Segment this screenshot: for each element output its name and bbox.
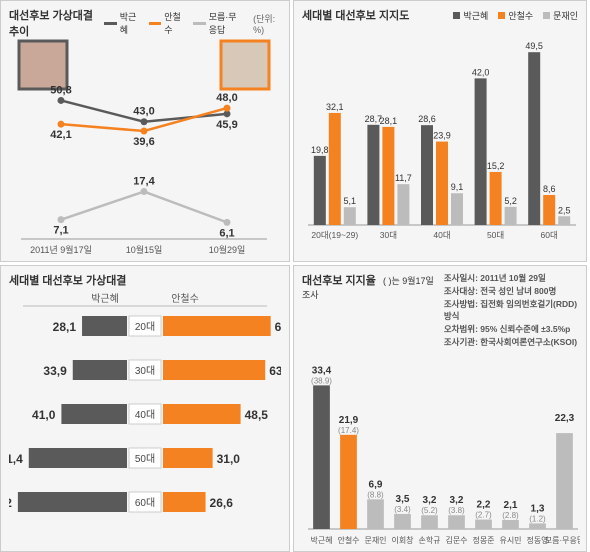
svg-text:문재인: 문재인 (364, 535, 386, 545)
svg-text:31,0: 31,0 (217, 452, 241, 466)
svg-text:40대: 40대 (433, 230, 450, 240)
svg-text:(3.4): (3.4) (394, 504, 411, 513)
line-chart: 50,8 43,0 45,9 42,1 39,6 48,0 7,1 17,4 6,1 2011년 … (9, 39, 279, 257)
svg-text:23,9: 23,9 (433, 131, 451, 141)
panel-trend: 대선후보 가상대결 추이 박근혜 안철수 모름·무응답 (단위: %) 50,8… (0, 0, 290, 262)
svg-text:50대: 50대 (487, 230, 504, 240)
title-text: 대선후보 지지율 (302, 275, 376, 287)
svg-text:17,4: 17,4 (133, 176, 155, 188)
svg-text:(2.7): (2.7) (475, 510, 492, 519)
svg-text:손학규: 손학규 (418, 535, 440, 545)
legend: 박근혜 안철수 모름·무응답 (단위: %) (104, 10, 281, 36)
svg-text:15,2: 15,2 (487, 161, 505, 171)
diverging-bar-chart: 박근혜 안철수 20대 28,1 67,3 30대 33,9 63,9 40대 41,0 48,5 5… (9, 288, 281, 546)
svg-text:30대: 30대 (135, 365, 155, 377)
svg-text:30대: 30대 (380, 230, 397, 240)
svg-text:19,8: 19,8 (311, 145, 329, 155)
svg-text:2011년 9월17일: 2011년 9월17일 (30, 244, 92, 255)
svg-text:5,2: 5,2 (504, 196, 517, 206)
panel-title: 대선후보 가상대결 추이 박근혜 안철수 모름·무응답 (단위: %) (9, 7, 281, 39)
panel-by-age-support: 세대별 대선후보 지지도 박근혜 안철수 문재인 19,8 32,1 5,1 20대(… (293, 0, 587, 262)
survey-notes: 조사일시: 2011년 10월 29일조사대상: 전국 성인 남녀 800명조사… (444, 272, 578, 349)
svg-text:20대(19~29): 20대(19~29) (311, 230, 358, 240)
svg-text:33,4: 33,4 (312, 365, 332, 376)
svg-text:3,2: 3,2 (450, 495, 464, 506)
svg-text:32,1: 32,1 (326, 102, 344, 112)
panel-by-age-matchup: 세대별 대선후보 가상대결 박근혜 안철수 20대 28,1 67,3 30대 33,9 63… (0, 265, 290, 552)
svg-text:45,9: 45,9 (216, 119, 237, 131)
panel-title: 세대별 대선후보 가상대결 (9, 272, 281, 288)
svg-text:2,5: 2,5 (558, 205, 571, 215)
grouped-bar-chart: 19,832,15,120대(19~29)28,728,111,730대28,6… (302, 23, 580, 241)
svg-text:안철수: 안철수 (337, 535, 359, 545)
svg-text:10월15일: 10월15일 (126, 244, 163, 255)
svg-text:박근혜: 박근혜 (91, 293, 119, 305)
svg-text:50대: 50대 (135, 453, 155, 465)
svg-text:1,3: 1,3 (531, 503, 545, 514)
svg-text:(38.9): (38.9) (311, 376, 332, 385)
svg-text:안철수: 안철수 (171, 293, 199, 305)
svg-text:22,3: 22,3 (555, 413, 575, 424)
svg-text:68,2: 68,2 (9, 496, 12, 510)
svg-text:11,7: 11,7 (395, 173, 412, 183)
svg-text:20대: 20대 (135, 321, 155, 333)
svg-text:정몽준: 정몽준 (472, 535, 494, 545)
svg-text:(2.8): (2.8) (502, 510, 519, 519)
svg-text:33,9: 33,9 (43, 364, 67, 378)
svg-text:(17.4): (17.4) (338, 425, 359, 434)
svg-text:67,3: 67,3 (275, 320, 281, 334)
svg-text:60대: 60대 (135, 497, 155, 509)
svg-text:21,9: 21,9 (339, 414, 359, 425)
svg-text:7,1: 7,1 (53, 225, 68, 237)
svg-text:김문수: 김문수 (445, 535, 467, 545)
svg-text:10월29일: 10월29일 (209, 244, 246, 255)
svg-text:60대: 60대 (541, 230, 558, 240)
svg-text:26,6: 26,6 (210, 496, 234, 510)
svg-text:9,1: 9,1 (451, 182, 464, 192)
svg-text:50,8: 50,8 (50, 84, 71, 96)
svg-text:박근혜: 박근혜 (310, 535, 332, 545)
svg-text:3,5: 3,5 (396, 493, 410, 504)
svg-text:42,1: 42,1 (50, 129, 71, 141)
title-text: 세대별 대선후보 가상대결 (9, 272, 126, 288)
panel-support-rate: 대선후보 지지율 ( )는 9월17일 조사 조사일시: 2011년 10월 2… (293, 265, 587, 552)
panel-title: 대선후보 지지율 ( )는 9월17일 조사 조사일시: 2011년 10월 2… (302, 272, 578, 349)
svg-text:61,4: 61,4 (9, 452, 23, 466)
svg-text:2,1: 2,1 (504, 499, 518, 510)
svg-text:5,1: 5,1 (344, 196, 357, 206)
svg-text:43,0: 43,0 (133, 106, 154, 118)
svg-text:28,1: 28,1 (380, 116, 398, 126)
svg-text:(3.8): (3.8) (448, 506, 465, 515)
legend: 박근혜 안철수 문재인 (453, 9, 578, 22)
svg-text:63,9: 63,9 (269, 364, 281, 378)
svg-text:모름·무응답: 모름·무응답 (545, 535, 580, 545)
svg-text:유시민: 유시민 (499, 535, 521, 545)
svg-text:8,6: 8,6 (543, 184, 556, 194)
svg-text:28,6: 28,6 (418, 114, 436, 124)
svg-text:(1.2): (1.2) (529, 514, 546, 523)
svg-text:3,2: 3,2 (423, 495, 437, 506)
svg-text:48,0: 48,0 (216, 92, 237, 104)
svg-text:(5.2): (5.2) (421, 506, 438, 515)
svg-text:49,5: 49,5 (525, 41, 543, 51)
svg-text:40대: 40대 (135, 409, 155, 421)
svg-text:(8.8): (8.8) (367, 490, 384, 499)
svg-text:2,2: 2,2 (477, 499, 491, 510)
svg-text:6,1: 6,1 (219, 227, 234, 239)
svg-text:42,0: 42,0 (472, 67, 490, 77)
title-text: 세대별 대선후보 지지도 (302, 7, 409, 23)
bar-chart: 33,4(38.9) 박근혜 21,9(17.4) 안철수 6,9(8.8) 문재인 3,5… (302, 349, 580, 547)
svg-text:28,1: 28,1 (53, 320, 77, 334)
svg-text:41,0: 41,0 (32, 408, 56, 422)
title-text: 대선후보 가상대결 추이 (9, 7, 96, 39)
svg-text:6,9: 6,9 (369, 479, 383, 490)
panel-title: 세대별 대선후보 지지도 박근혜 안철수 문재인 (302, 7, 578, 23)
svg-text:48,5: 48,5 (245, 408, 269, 422)
svg-text:이회창: 이회창 (391, 535, 414, 545)
svg-text:39,6: 39,6 (133, 136, 154, 148)
